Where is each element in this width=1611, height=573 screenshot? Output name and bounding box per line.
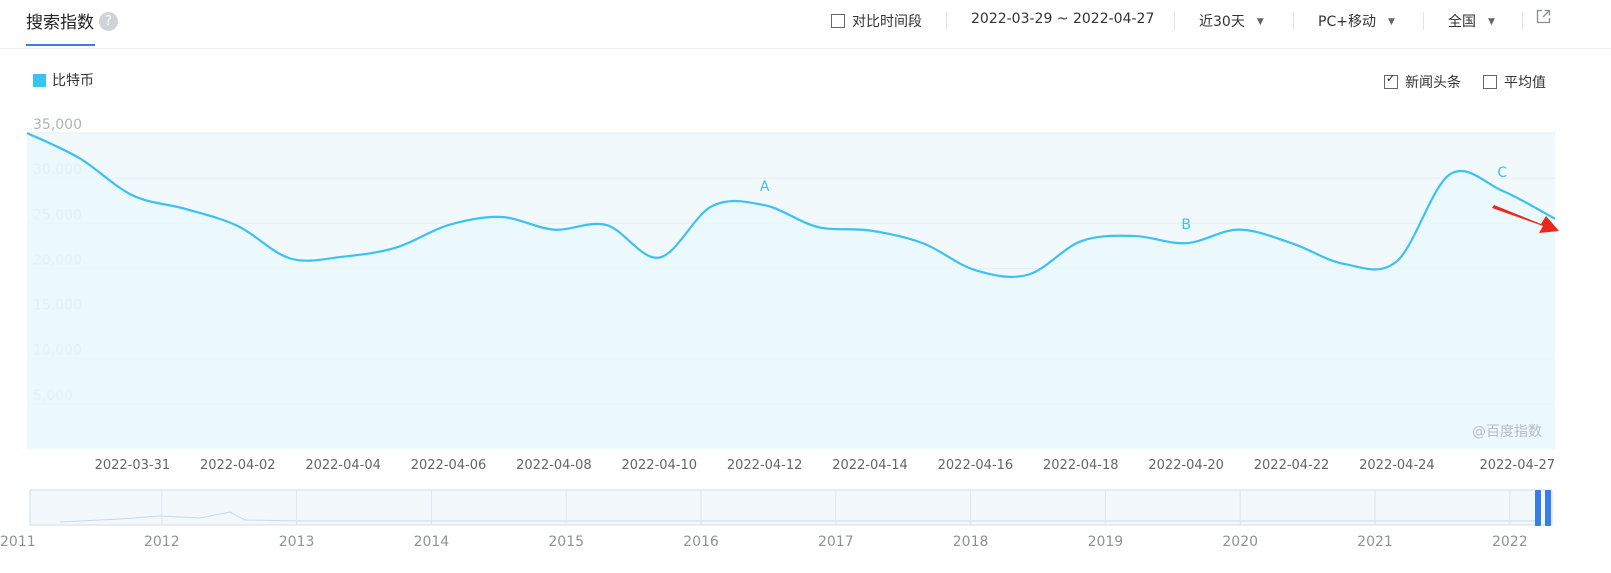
timeline-brush — [29, 489, 1553, 526]
date-range-picker[interactable]: 2022-03-29 ~ 2022-04-27 — [971, 11, 1155, 27]
device-select[interactable]: PC+移动 ▼ — [1318, 11, 1395, 31]
legend-swatch — [33, 74, 46, 87]
x-tick-label: 2022-04-12 — [727, 458, 803, 473]
x-tick-label: 2022-04-22 — [1254, 458, 1330, 473]
x-tick-label: 2022-04-08 — [516, 458, 592, 473]
news-label: 新闻头条 — [1405, 75, 1461, 91]
export-icon[interactable] — [1536, 9, 1551, 24]
x-tick-label: 2022-04-20 — [1148, 458, 1224, 473]
y-tick-label: 35,000 — [33, 117, 82, 133]
x-tick-label: 2022-04-04 — [305, 458, 381, 473]
divider — [946, 12, 947, 30]
red-arrow-annotation — [1492, 205, 1559, 233]
header-bar: 搜索指数 ? 对比时间段 2022-03-29 ~ 2022-04-27 近30… — [0, 0, 1611, 49]
caret-down-icon: ▼ — [1256, 17, 1264, 27]
timeline-year-label: 2021 — [1357, 534, 1393, 550]
timeline-year-label: 2012 — [144, 534, 180, 550]
average-label: 平均值 — [1504, 75, 1546, 91]
timeline-year-label: 2011 — [0, 534, 36, 550]
timeline-year-label: 2018 — [953, 534, 989, 550]
average-checkbox[interactable] — [1483, 75, 1497, 89]
annotation-label: C — [1497, 165, 1507, 181]
news-headlines-toggle[interactable]: 新闻头条 — [1384, 72, 1461, 92]
caret-down-icon: ▼ — [1488, 17, 1495, 27]
compare-checkbox[interactable] — [831, 14, 845, 28]
x-tick-label: 2022-04-10 — [621, 458, 697, 473]
divider — [1522, 12, 1523, 30]
device-value: PC+移动 — [1318, 14, 1376, 30]
compare-period-toggle[interactable]: 对比时间段 — [831, 11, 922, 31]
x-tick-label: 2022-04-18 — [1043, 458, 1119, 473]
divider — [1423, 12, 1424, 30]
timeline-year-label: 2022 — [1492, 534, 1528, 550]
x-tick-label: 2022-04-06 — [411, 458, 487, 473]
series-line — [26, 132, 1556, 278]
timeline-year-label: 2014 — [414, 534, 450, 550]
divider — [1174, 12, 1175, 30]
page-title[interactable]: 搜索指数 — [26, 13, 94, 33]
annotation-label: B — [1181, 217, 1191, 233]
legend[interactable]: 比特币 — [33, 70, 94, 90]
region-select[interactable]: 全国 ▼ — [1448, 11, 1495, 31]
x-tick-label: 2022-04-02 — [200, 458, 276, 473]
help-icon[interactable]: ? — [99, 12, 118, 31]
watermark: @百度指数 — [1472, 424, 1542, 440]
period-value: 近30天 — [1199, 14, 1245, 30]
x-tick-label: 2022-04-27 — [1479, 458, 1555, 473]
x-tick-label: 2022-04-16 — [938, 458, 1014, 473]
timeline-year-label: 2013 — [279, 534, 315, 550]
active-tab-indicator — [26, 44, 95, 46]
timeline-year-label: 2016 — [683, 534, 719, 550]
timeline-handle-left[interactable] — [1535, 490, 1541, 526]
news-checkbox[interactable] — [1384, 72, 1398, 89]
divider — [1293, 12, 1294, 30]
compare-label: 对比时间段 — [852, 14, 922, 30]
timeline-year-label: 2020 — [1222, 534, 1258, 550]
timeline-year-label: 2015 — [548, 534, 584, 550]
x-tick-label: 2022-03-31 — [95, 458, 171, 473]
x-tick-label: 2022-04-24 — [1359, 458, 1435, 473]
region-value: 全国 — [1448, 14, 1476, 30]
period-select[interactable]: 近30天 ▼ — [1199, 11, 1264, 31]
timeline-handle-right[interactable] — [1545, 490, 1551, 526]
timeline-sparkline — [59, 511, 1540, 523]
annotation-label: A — [760, 179, 770, 195]
timeline-year-label: 2017 — [818, 534, 854, 550]
x-tick-label: 2022-04-14 — [832, 458, 908, 473]
timeline-year-label: 2019 — [1088, 534, 1124, 550]
series-area — [27, 133, 1555, 449]
caret-down-icon: ▼ — [1387, 17, 1395, 27]
average-toggle[interactable]: 平均值 — [1483, 72, 1546, 92]
legend-label: 比特币 — [52, 73, 94, 89]
